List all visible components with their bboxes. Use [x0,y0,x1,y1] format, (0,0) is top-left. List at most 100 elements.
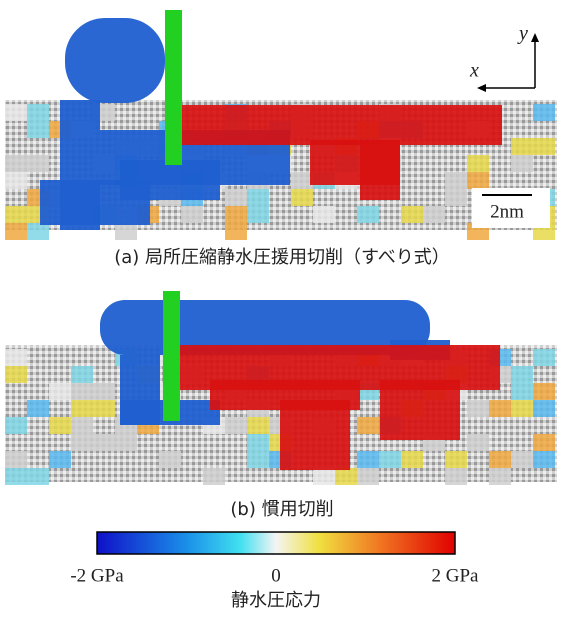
stress-block [5,155,27,172]
stress-block [71,400,93,417]
stress-block [533,434,555,451]
stress-block [159,451,181,468]
stress-block [115,434,137,451]
stress-block [5,468,27,485]
stress-block [247,434,269,451]
colorbar-tick-label: -2 GPa [70,565,124,586]
stress-block [5,349,27,366]
stress-block [5,366,27,383]
stress-block [445,468,467,485]
compressed-region [380,380,460,440]
stress-block [71,366,93,383]
stress-block [27,121,49,138]
stress-block [335,468,357,485]
stress-block [93,383,115,400]
stress-block [247,189,269,206]
stress-block [511,400,533,417]
stress-block [401,206,423,223]
stress-block [5,206,27,223]
stress-block [357,451,379,468]
scale-label: 2nm [490,201,524,222]
stress-block [401,451,423,468]
chip-region [120,160,220,200]
x-arrowhead [477,84,486,92]
stress-block [5,223,27,240]
stress-block [225,189,247,206]
simulation-panel-a [5,18,557,240]
stress-block [511,155,533,172]
stress-block [27,223,49,240]
stress-block [291,172,313,189]
stress-block [357,468,379,485]
stress-block [489,468,511,485]
stress-block [489,451,511,468]
stress-block [533,383,555,400]
stress-block [357,206,379,223]
tool-a [165,10,182,165]
stress-block [5,417,27,434]
compressed-region [182,105,502,145]
stress-block [445,451,467,468]
stress-block [71,417,93,434]
caption-a: (a) 局所圧縮静水圧援用切削（すべり式） [114,247,450,268]
stress-block [467,400,489,417]
stress-block [49,383,71,400]
stress-block [247,206,269,223]
stress-block [181,206,203,223]
stress-block [27,468,49,485]
x-label: x [469,60,479,82]
y-label: y [517,23,528,45]
stress-block [467,172,489,189]
stress-block [313,206,335,223]
stress-block [49,451,71,468]
stress-block [203,468,225,485]
colorbar-tick-label: 0 [271,565,281,586]
stress-block [93,400,115,417]
stress-block [5,104,27,121]
stress-block [533,451,555,468]
stress-block [27,104,49,121]
stress-block [225,417,247,434]
stress-block [445,172,467,189]
stress-block [379,451,401,468]
simulation-panel-b [5,300,557,485]
stress-block [291,189,313,206]
stress-block [93,434,115,451]
stress-block [247,417,269,434]
stress-block [27,155,49,172]
stress-block [511,366,533,383]
stress-block [533,349,555,366]
stress-block [247,451,269,468]
compressed-region [280,400,350,470]
stress-block [225,206,247,223]
stress-block [423,206,445,223]
chip-region [100,300,430,355]
stress-block [49,417,71,434]
chip-region [65,18,165,103]
stress-block [511,451,533,468]
stress-block [357,417,379,434]
stress-block [5,451,27,468]
colorbar [96,531,456,555]
stress-block [533,104,555,121]
stress-block [115,223,137,240]
stress-block [71,434,93,451]
stress-block [27,400,49,417]
caption-b: (b) 慣用切削 [230,499,333,520]
stress-block [467,434,489,451]
stress-block [225,223,247,240]
stress-block [489,400,511,417]
stress-block [467,155,489,172]
compressed-region [360,140,400,200]
colorbar-tick-label: 2 GPa [432,565,480,586]
tool-b [163,291,180,421]
stress-block [533,138,555,155]
stress-block [511,383,533,400]
stress-block [511,138,533,155]
stress-block [5,172,27,189]
stress-block [445,189,467,206]
colorbar-label: 静水圧応力 [231,590,321,611]
stress-block [533,400,555,417]
stress-block [313,468,335,485]
